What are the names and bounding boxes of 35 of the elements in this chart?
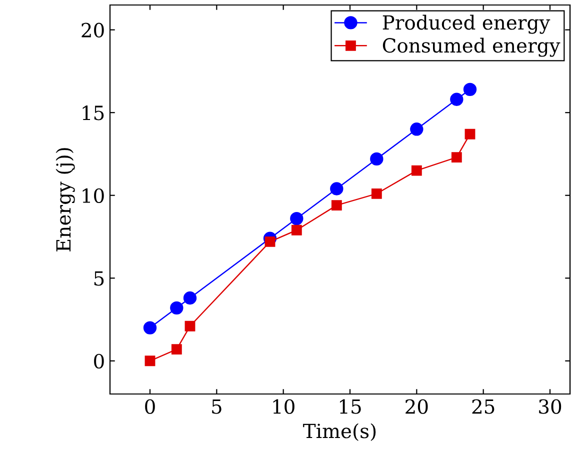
x-tick-label: 20	[406, 399, 428, 414]
x-axis-title: Time(s)	[303, 423, 376, 442]
point	[331, 200, 342, 210]
legend-label: Consumed energy	[382, 38, 560, 57]
point	[450, 92, 464, 106]
point	[171, 344, 182, 355]
point	[370, 152, 384, 166]
point	[144, 356, 156, 366]
point	[371, 188, 382, 199]
x-tick-label: 15	[340, 399, 361, 414]
y-tick-label: 15	[82, 106, 104, 120]
point	[290, 212, 304, 226]
x-tick-label: 30	[539, 399, 562, 414]
y-tick-label: 5	[94, 271, 104, 286]
point	[184, 320, 196, 332]
legend-label: Produced energy	[382, 14, 550, 34]
point	[183, 291, 197, 305]
point	[464, 128, 476, 140]
point	[291, 224, 302, 236]
point	[451, 152, 462, 162]
x-tick-label: 5	[212, 399, 222, 414]
y-tick-label: 20	[82, 22, 104, 38]
point	[411, 165, 422, 176]
y-tick-label: 0	[94, 354, 104, 369]
point	[264, 236, 276, 247]
x-tick-label: 25	[472, 399, 494, 414]
point	[143, 321, 157, 334]
point	[330, 182, 344, 196]
point	[463, 82, 477, 96]
x-tick-label: 0	[145, 399, 155, 414]
y-tick-label: 10	[82, 188, 104, 204]
point	[170, 301, 184, 315]
point	[410, 122, 424, 136]
x-tick-label: 10	[273, 399, 294, 414]
y-axis-title: Energy (j))	[56, 148, 75, 252]
